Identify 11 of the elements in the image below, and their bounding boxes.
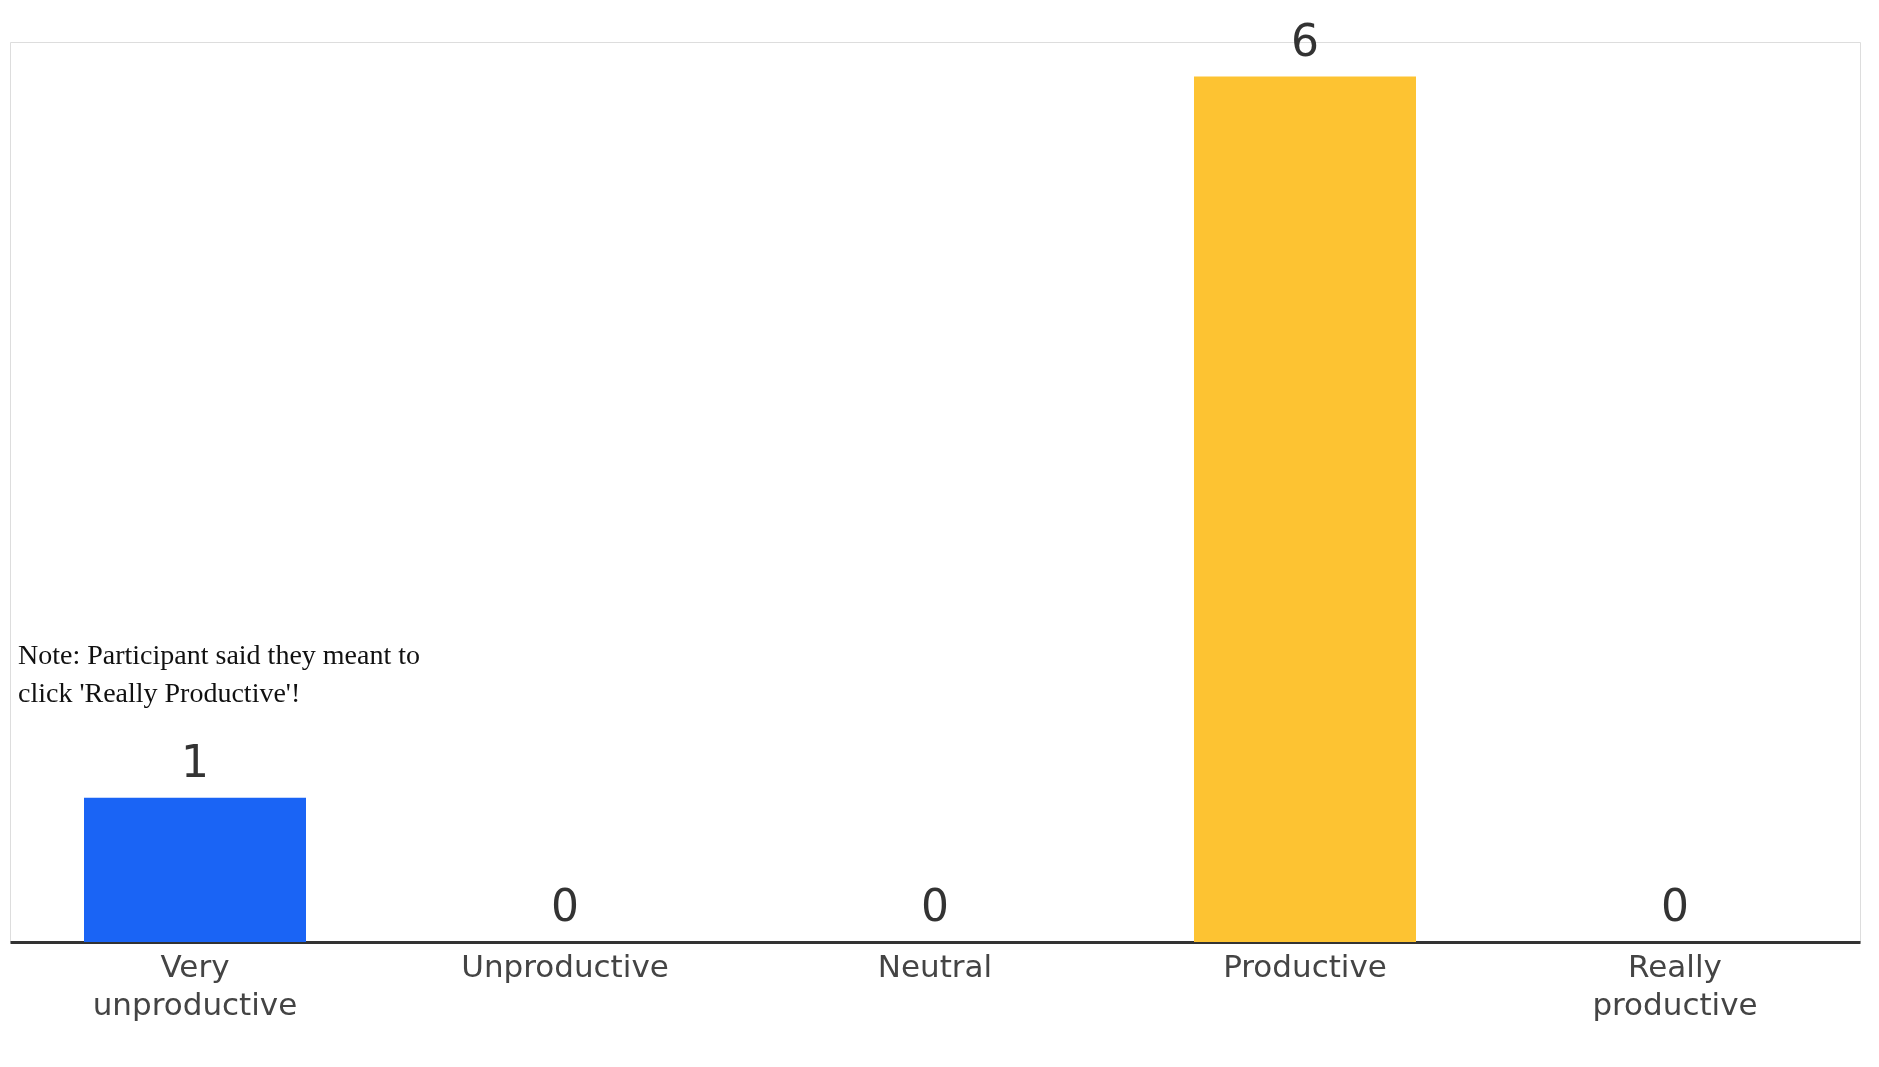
x-tick-label: Very unproductive xyxy=(92,947,298,1022)
x-tick-label: Productive xyxy=(1223,947,1387,984)
data-label: 0 xyxy=(1661,880,1689,931)
x-tick-label: Really productive xyxy=(1592,947,1758,1022)
annotation: Note: Participant said they meant to click 'Really Productive'! xyxy=(18,639,421,708)
data-label: 0 xyxy=(551,880,579,931)
data-label: 6 xyxy=(1291,14,1319,66)
data-label: 1 xyxy=(181,735,209,787)
data-label: 0 xyxy=(921,880,949,931)
x-tick-label: Unproductive xyxy=(461,947,669,984)
x-tick-label: Neutral xyxy=(877,947,993,984)
